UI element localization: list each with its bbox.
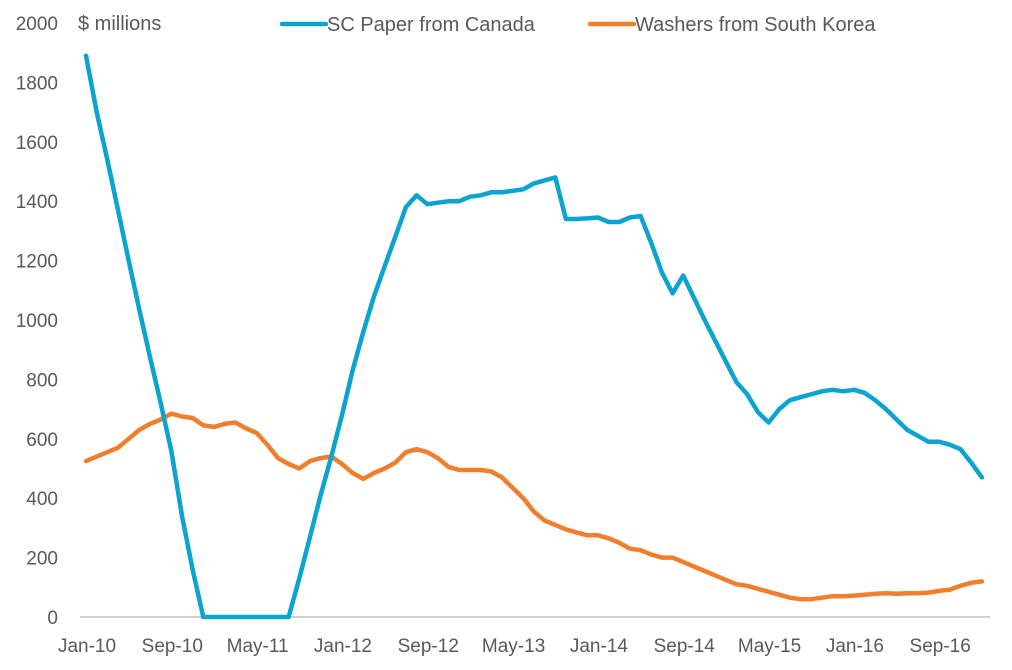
x-tick-label: May-11 [227, 636, 289, 657]
x-axis-ticks: Jan-10 Sep-10 May-11 Jan-12 Sep-12 May-13 Jan-… [58, 636, 971, 657]
y-tick-label: 1600 [16, 133, 58, 154]
y-tick-label: 0 [47, 608, 58, 629]
x-tick-label: Jan-16 [826, 636, 884, 657]
y-tick-label: 1800 [16, 73, 58, 94]
y-tick-label: 2000 [16, 14, 58, 35]
legend-label: SC Paper from Canada [327, 14, 536, 36]
x-tick-label: Sep-10 [142, 636, 203, 657]
y-axis-ticks: 0 200 400 600 800 1000 1200 1400 1600 1800 2000 [16, 14, 58, 629]
series-line-0 [83, 53, 985, 620]
y-tick-label: 1200 [16, 252, 58, 273]
x-tick-label: May-15 [738, 636, 801, 657]
series-line-1 [83, 411, 985, 602]
legend-label: Washers from South Korea [635, 14, 876, 36]
x-tick-label: Sep-12 [398, 636, 459, 657]
x-tick-label: May-13 [482, 636, 545, 657]
x-tick-label: Sep-14 [654, 636, 716, 657]
x-tick-label: Jan-12 [314, 636, 372, 657]
series-lines [83, 53, 985, 620]
y-axis-label: $ millions [78, 13, 161, 35]
y-tick-label: 1400 [16, 192, 58, 213]
x-tick-label: Jan-14 [570, 636, 629, 657]
y-tick-label: 800 [26, 370, 58, 391]
x-tick-label: Sep-16 [910, 636, 971, 657]
legend: SC Paper from Canada Washers from South K… [279, 14, 876, 36]
y-tick-label: 200 [26, 549, 58, 570]
y-tick-label: 600 [26, 430, 58, 451]
x-tick-label: Jan-10 [58, 636, 116, 657]
y-tick-label: 1000 [16, 311, 58, 332]
y-tick-label: 400 [26, 489, 58, 510]
